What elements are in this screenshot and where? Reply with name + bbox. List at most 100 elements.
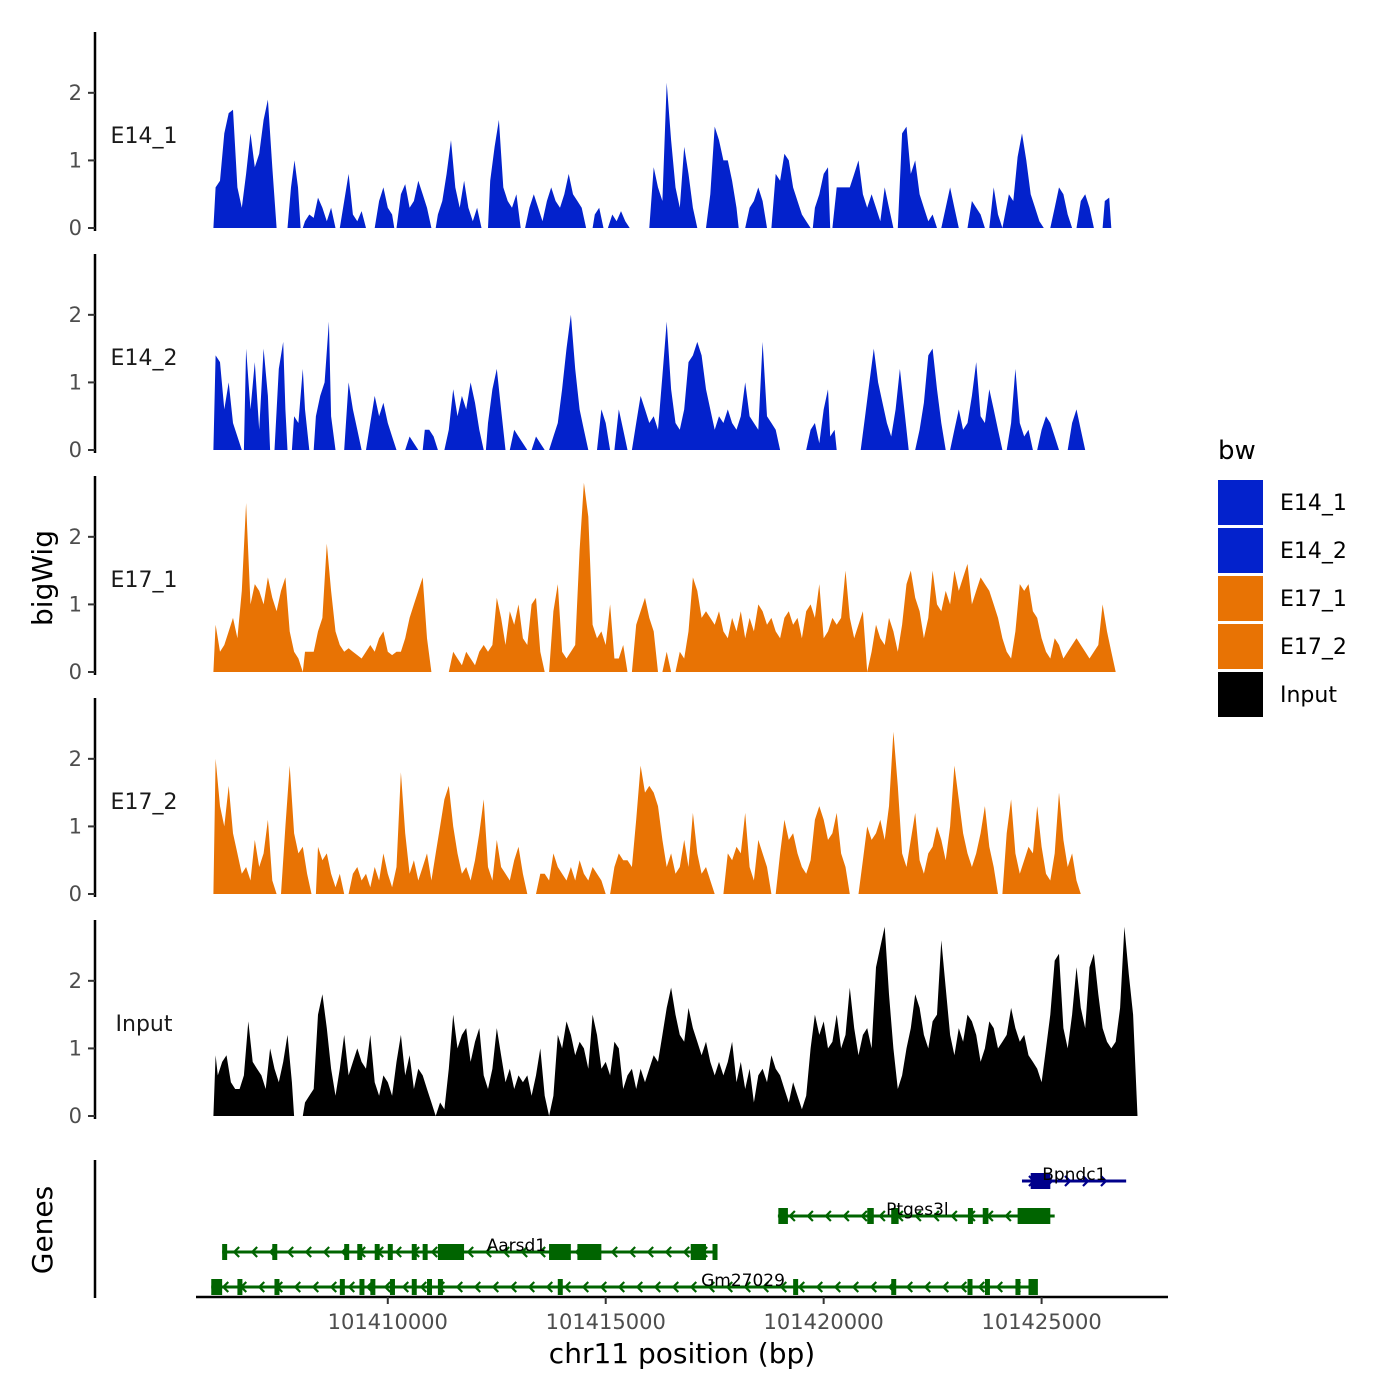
coverage-area xyxy=(213,926,1138,1116)
gene-annotation-track: Bpndc1 Ptges3l Aarsd1 Gm27029 xyxy=(93,1160,1127,1298)
coverage-area xyxy=(213,731,1081,894)
exon xyxy=(389,1279,395,1295)
x-axis-title: chr11 position (bp) xyxy=(549,1337,815,1370)
strand-arrow xyxy=(491,1281,500,1293)
strand-arrow xyxy=(761,1281,770,1293)
strand-arrow xyxy=(689,1281,698,1293)
exon xyxy=(1015,1279,1021,1295)
exon xyxy=(274,1279,280,1295)
exon xyxy=(984,1279,990,1295)
strand-arrow xyxy=(401,1281,410,1293)
strand-arrow xyxy=(466,1246,474,1258)
strand-arrow xyxy=(932,1210,940,1222)
strand-arrow xyxy=(1082,1175,1090,1187)
y-tick-label: 2 xyxy=(69,81,82,105)
track-label: E14_1 xyxy=(111,124,178,149)
y-tick-label: 2 xyxy=(69,747,82,771)
strand-arrow xyxy=(833,1281,842,1293)
strand-arrow xyxy=(232,1246,240,1258)
strand-arrow xyxy=(842,1210,850,1222)
legend-swatch xyxy=(1218,480,1263,525)
x-axis: 101410000 101415000 101420000 101425000 xyxy=(196,1295,1168,1334)
strand-arrow xyxy=(329,1281,338,1293)
exon xyxy=(437,1279,443,1295)
track-label: Input xyxy=(116,1012,173,1037)
gene-ptges3l: Ptges3l xyxy=(777,1200,1055,1224)
legend-swatch xyxy=(1218,576,1263,621)
x-tick-label: 101425000 xyxy=(981,1310,1101,1334)
legend-swatch xyxy=(1218,624,1263,669)
strand-arrow xyxy=(520,1246,528,1258)
exon xyxy=(712,1244,718,1260)
strand-arrow xyxy=(1064,1175,1072,1187)
y-tick-label: 1 xyxy=(69,370,82,394)
strand-arrow xyxy=(914,1210,922,1222)
exon xyxy=(1017,1208,1051,1224)
exon xyxy=(411,1244,417,1260)
strand-arrow xyxy=(725,1281,734,1293)
exon xyxy=(891,1208,899,1224)
strand-arrow xyxy=(509,1281,518,1293)
strand-arrow xyxy=(646,1246,654,1258)
exon xyxy=(967,1279,973,1295)
strand-arrow xyxy=(484,1246,492,1258)
strand-arrow xyxy=(664,1246,672,1258)
gene-aarsd1: Aarsd1 xyxy=(222,1236,718,1260)
strand-arrow xyxy=(250,1246,258,1258)
y-tick-label: 1 xyxy=(69,814,82,838)
strand-arrow xyxy=(815,1281,824,1293)
exon xyxy=(1028,1279,1034,1295)
strand-arrow xyxy=(430,1246,438,1258)
strand-arrow xyxy=(671,1281,680,1293)
strand-arrow xyxy=(779,1281,788,1293)
strand-arrow xyxy=(347,1281,356,1293)
y-axis-title-genes: Genes xyxy=(26,1186,59,1274)
exon xyxy=(387,1244,393,1260)
legend-entry-label: E14_1 xyxy=(1280,491,1347,516)
track-label: E17_1 xyxy=(111,568,178,593)
gene-label: Ptges3l xyxy=(886,1200,949,1220)
exon xyxy=(437,1244,465,1260)
strand-arrow xyxy=(950,1210,958,1222)
strand-arrow xyxy=(635,1281,644,1293)
strand-arrow xyxy=(527,1281,536,1293)
gene-label: Bpndc1 xyxy=(1042,1165,1106,1185)
gene-label: Gm27029 xyxy=(701,1271,785,1291)
strand-arrow xyxy=(257,1281,266,1293)
y-tick-label: 1 xyxy=(69,592,82,616)
strand-arrow xyxy=(941,1281,950,1293)
strand-arrow xyxy=(383,1281,392,1293)
exon xyxy=(549,1244,571,1260)
exon xyxy=(357,1244,363,1260)
exon xyxy=(793,1279,799,1295)
x-tick-label: 101420000 xyxy=(764,1310,884,1334)
strand-arrow xyxy=(322,1246,330,1258)
strand-arrow xyxy=(653,1281,662,1293)
gene-gm27029: Gm27029 xyxy=(211,1271,1038,1295)
strand-arrow xyxy=(707,1281,716,1293)
legend-entry-label: Input xyxy=(1280,683,1337,708)
exon xyxy=(577,1244,602,1260)
strand-arrow xyxy=(788,1210,796,1222)
exon xyxy=(427,1279,433,1295)
coverage-area xyxy=(213,82,1112,228)
strand-arrow xyxy=(869,1281,878,1293)
y-tick-label: 2 xyxy=(69,525,82,549)
exon xyxy=(339,1279,345,1295)
exon xyxy=(272,1244,278,1260)
exon xyxy=(1030,1173,1051,1189)
exon xyxy=(370,1279,376,1295)
track-label: E14_2 xyxy=(111,346,178,371)
track-e14_2: 0 1 2 E14_2 xyxy=(69,254,1086,462)
strand-arrow xyxy=(293,1281,302,1293)
strand-arrow xyxy=(563,1281,572,1293)
strand-arrow xyxy=(995,1281,1004,1293)
strand-arrow xyxy=(797,1281,806,1293)
strand-arrow xyxy=(545,1281,554,1293)
y-tick-label: 0 xyxy=(69,882,82,906)
track-input: 0 1 2 Input xyxy=(69,920,1138,1128)
exon xyxy=(411,1279,417,1295)
strand-arrow xyxy=(538,1246,546,1258)
